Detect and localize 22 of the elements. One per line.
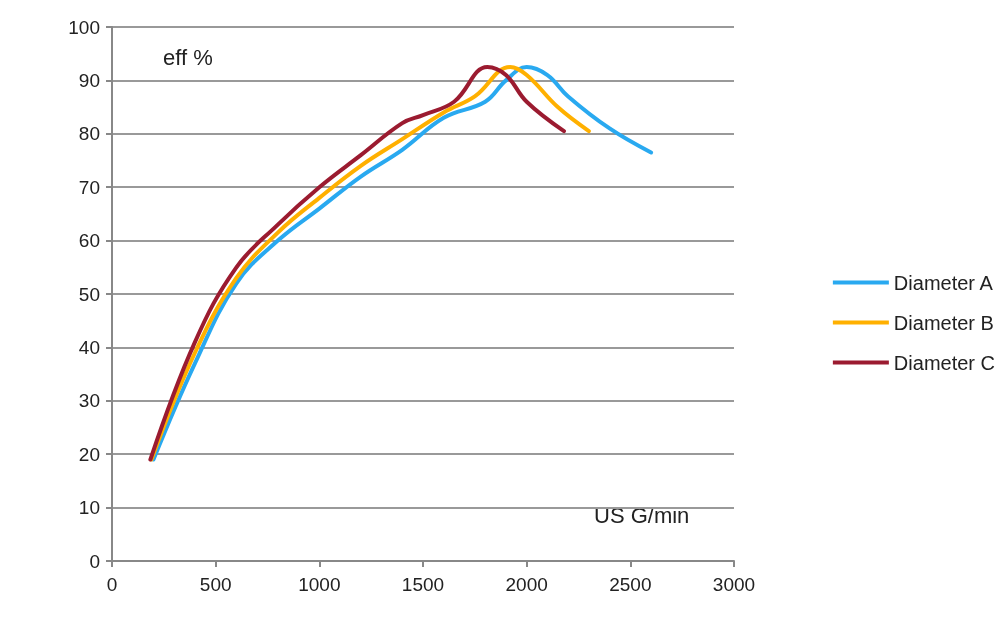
legend-label: Diameter C	[893, 351, 996, 374]
y-tick-label: 20	[78, 443, 100, 465]
y-tick-label: 90	[78, 69, 100, 91]
y-tick-label: 0	[89, 550, 100, 572]
x-tick-label: 0	[106, 574, 118, 595]
x-tick-label: 2000	[505, 574, 548, 595]
y-tick-label: 60	[78, 230, 100, 252]
y-tick-label: 40	[78, 336, 100, 358]
x-tick-label: 3000	[712, 574, 756, 595]
x-tick-label: 1500	[401, 574, 445, 595]
x-tick-label: 500	[199, 574, 232, 595]
legend-label: Diameter B	[893, 311, 994, 334]
x-tick-label: 1000	[298, 574, 341, 595]
y-axis-title: eff %	[163, 44, 213, 70]
x-tick-label: 2500	[609, 574, 652, 595]
y-tick-label: 30	[78, 390, 100, 412]
y-tick-label: 80	[78, 123, 100, 145]
y-tick-label: 10	[78, 497, 100, 519]
legend-label: Diameter A	[893, 271, 994, 294]
y-tick-label: 50	[78, 283, 100, 305]
y-tick-label: 70	[78, 176, 100, 198]
y-tick-label: 100	[68, 16, 100, 38]
